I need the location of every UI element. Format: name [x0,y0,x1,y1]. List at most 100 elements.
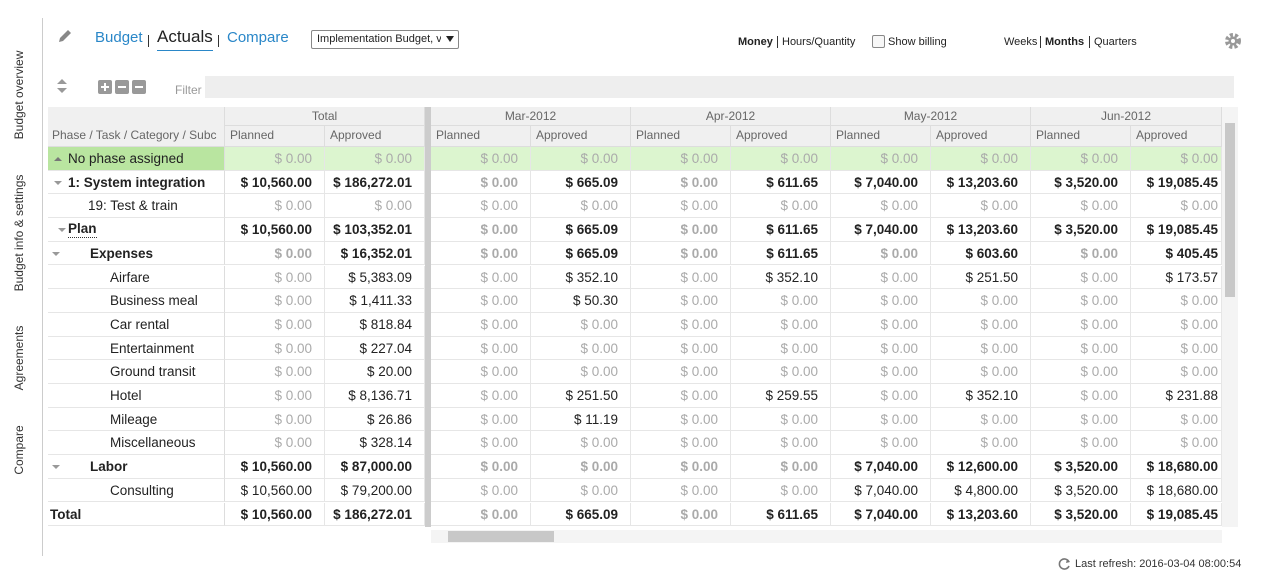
frozen-divider [425,107,431,527]
scroll-thumb[interactable] [448,531,554,542]
budget-select[interactable]: Implementation Budget, v2 [311,30,459,49]
value-cell: $ 0.00 [831,194,931,219]
tree-toggle[interactable] [54,179,62,187]
value-cell: $ 0.00 [1131,194,1222,219]
value-cell: $ 18,680.00 [1131,478,1222,503]
value-cell: $ 0.00 [1031,147,1131,171]
value-cell: $ 0.00 [1031,289,1131,313]
value-cell: $ 7,040.00 [831,502,931,527]
view-tab[interactable]: Actuals [157,27,213,51]
value-cell: $ 665.09 [531,218,631,242]
value-cell: $ 10,560.00 [225,218,325,242]
billing-checkbox[interactable] [872,35,885,48]
value-cell: $ 0.00 [631,502,731,527]
value-cell: $ 0.00 [225,312,325,337]
value-cell: $ 405.45 [1131,241,1222,266]
dropdown-arrow [446,36,454,42]
value-cell: $ 50.30 [531,289,631,313]
expand-collapse-icons[interactable] [98,80,148,95]
row-label: Ground transit [48,360,225,384]
row-label-text: Business meal [110,293,198,309]
value-cell: $ 328.14 [325,431,425,456]
value-cell: $ 352.10 [531,265,631,290]
sidebar-tab[interactable]: Agreements [12,325,26,391]
sidebar-tab[interactable]: Compare [12,425,26,475]
tree-toggle[interactable] [54,155,62,163]
value-cell: $ 19,085.45 [1131,218,1222,242]
sort-icon[interactable] [56,78,68,94]
tree-toggle[interactable] [52,463,60,471]
value-cell: $ 173.57 [1131,265,1222,290]
value-cell: $ 10,560.00 [225,478,325,503]
value-cell: $ 0.00 [731,407,831,432]
value-cell: $ 7,040.00 [831,455,931,479]
filter-input[interactable] [205,76,1234,98]
value-cell: $ 3,520.00 [1031,502,1131,527]
value-cell: $ 0.00 [225,407,325,432]
value-cell: $ 0.00 [431,455,531,479]
unit-money[interactable]: Money [738,36,773,48]
edit-icon[interactable] [56,28,74,46]
scroll-thumb[interactable] [1225,123,1235,297]
sub-header: Approved [1131,126,1222,147]
view-tab[interactable]: Compare [227,29,289,46]
group-header: Total [225,107,425,126]
value-cell: $ 26.86 [325,407,425,432]
value-cell: $ 0.00 [731,312,831,337]
value-cell: $ 0.00 [431,384,531,408]
value-cell: $ 186,272.01 [325,170,425,195]
row-label[interactable]: Labor [48,455,225,479]
row-label: Business meal [48,289,225,313]
value-cell: $ 12,600.00 [931,455,1031,479]
value-cell: $ 0.00 [431,407,531,432]
row-label[interactable]: 1: System integration [48,170,225,195]
value-cell: $ 0.00 [1131,289,1222,313]
value-cell: $ 0.00 [431,431,531,456]
row-label: Car rental [48,312,225,337]
tree-toggle[interactable] [52,250,60,258]
value-cell: $ 13,203.60 [931,218,1031,242]
row-label-text: No phase assigned [68,151,184,166]
value-cell: $ 0.00 [431,218,531,242]
value-cell: $ 0.00 [225,384,325,408]
value-cell: $ 5,383.09 [325,265,425,290]
view-tab[interactable]: Budget [95,29,143,46]
row-label-text: Hotel [110,388,142,403]
unit-hours[interactable]: Hours/Quantity [777,36,855,48]
value-cell: $ 0.00 [531,455,631,479]
value-cell: $ 10,560.00 [225,502,325,527]
row-label-text: 19: Test & train [88,198,178,214]
row-label-text: Ground transit [110,364,196,380]
row-label[interactable]: No phase assigned [48,147,225,171]
period-quarters[interactable]: Quarters [1089,36,1137,48]
horizontal-scrollbar[interactable] [431,530,1222,543]
value-cell: $ 0.00 [531,147,631,171]
sidebar-tab[interactable]: Budget overview [12,50,26,140]
vertical-scrollbar[interactable] [1222,107,1238,527]
value-cell: $ 0.00 [531,478,631,503]
period-months[interactable]: Months [1040,36,1084,48]
value-cell: $ 3,520.00 [1031,455,1131,479]
value-cell: $ 0.00 [225,265,325,290]
row-label-text: Mileage [110,411,158,427]
refresh-icon[interactable] [1058,557,1072,571]
value-cell: $ 0.00 [931,312,1031,337]
tree-toggle[interactable] [58,226,66,234]
value-cell: $ 611.65 [731,241,831,266]
value-cell: $ 186,272.01 [325,502,425,527]
value-cell: $ 231.88 [1131,384,1222,408]
period-weeks[interactable]: Weeks [1004,36,1038,48]
settings-icon[interactable] [1224,32,1242,50]
tab-separator [148,35,149,47]
row-label[interactable]: Plan [48,218,225,242]
sidebar-tab[interactable]: Budget info & settings [12,174,26,292]
value-cell: $ 0.00 [831,147,931,171]
value-cell: $ 0.00 [731,147,831,171]
row-label[interactable]: Expenses [48,241,225,266]
value-cell: $ 0.00 [931,407,1031,432]
row-label-text: Airfare [110,269,150,285]
row-label-text: 1: System integration [68,174,206,190]
value-cell: $ 0.00 [631,431,731,456]
value-cell: $ 0.00 [225,241,325,266]
value-cell: $ 0.00 [531,336,631,361]
